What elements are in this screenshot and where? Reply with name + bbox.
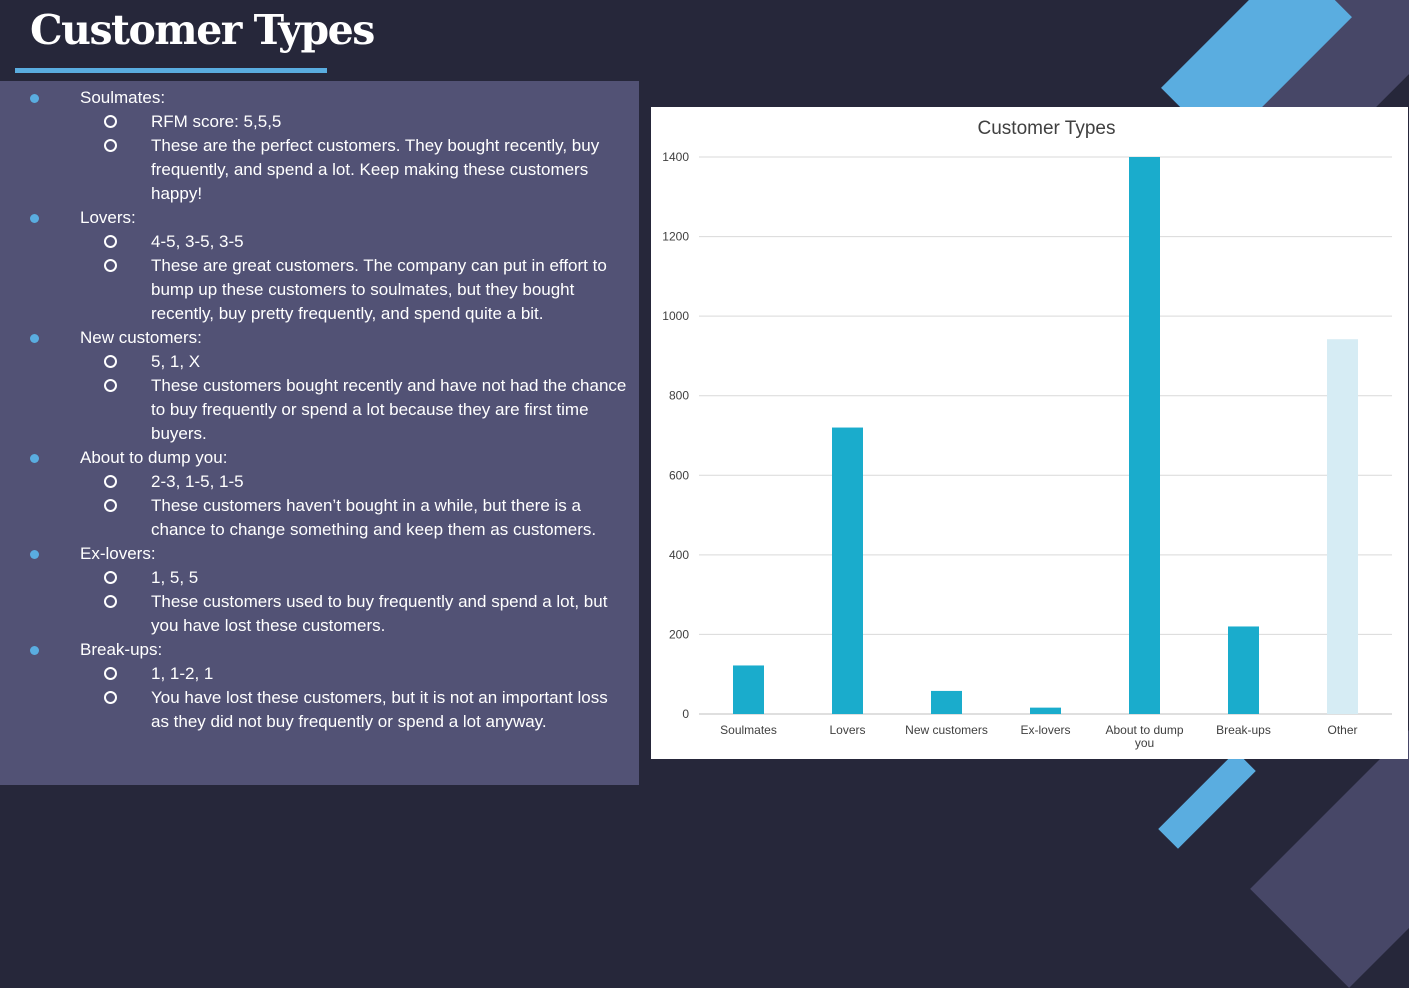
detail-item: 2-3, 1-5, 1-5 [104,470,629,494]
y-tick-label: 200 [669,627,689,641]
customer-type-item: New customers: 5, 1, X These customers bou… [0,326,639,446]
x-category-label: Ex-lovers [1020,723,1070,737]
decorative-band-bottom-blue [1158,751,1256,849]
detail-item: 4-5, 3-5, 3-5 [104,230,629,254]
customer-type-item: Lovers: 4-5, 3-5, 3-5 These are great cust… [0,206,639,326]
detail-description: These are great customers. The company c… [151,256,607,323]
customer-type-list: Soulmates: RFM score: 5,5,5 These are the … [0,86,639,734]
ring-bullet-icon [104,235,117,248]
bullet-dot-icon [30,646,39,655]
customer-type-details: 1, 5, 5 These customers used to buy frequ… [0,566,639,638]
ring-bullet-icon [104,667,117,680]
rfm-score-text: 1, 5, 5 [151,568,199,587]
detail-description: These customers haven’t bought in a whil… [151,496,597,539]
bullet-dot-icon [30,94,39,103]
customer-type-details: 5, 1, X These customers bought recently a… [0,350,639,446]
rfm-score-text: 2-3, 1-5, 1-5 [151,472,244,491]
bar [1129,157,1160,714]
detail-item: RFM score: 5,5,5 [104,110,629,134]
bar [733,665,764,714]
customer-type-name: Break-ups: [80,640,163,659]
x-category-label: About to dump [1105,723,1183,737]
bullet-dot-icon [30,550,39,559]
y-tick-label: 1400 [662,150,689,164]
customer-type-item: Break-ups: 1, 1-2, 1 You have lost these c… [0,638,639,734]
title-underline [15,68,327,73]
bar [1327,339,1358,714]
x-category-label: Break-ups [1216,723,1271,737]
customer-type-details: 1, 1-2, 1 You have lost these customers, … [0,662,639,734]
ring-bullet-icon [104,139,117,152]
detail-item: 5, 1, X [104,350,629,374]
customer-type-item: About to dump you: 2-3, 1-5, 1-5 These cus… [0,446,639,542]
y-tick-label: 800 [669,389,689,403]
y-tick-label: 400 [669,548,689,562]
ring-bullet-icon [104,475,117,488]
customer-type-item: Soulmates: RFM score: 5,5,5 These are the … [0,86,639,206]
customer-types-panel: Soulmates: RFM score: 5,5,5 These are the … [0,81,639,785]
customer-type-name: Lovers: [80,208,136,227]
ring-bullet-icon [104,115,117,128]
detail-item: These are great customers. The company c… [104,254,629,326]
ring-bullet-icon [104,499,117,512]
y-tick-label: 600 [669,468,689,482]
bar [832,427,863,714]
customer-types-chart: Customer Types 0 200 400 600 800 1000 1200 1400 S… [662,118,1392,750]
detail-description: These customers used to buy frequently a… [151,592,608,635]
bullet-dot-icon [30,334,39,343]
y-tick-label: 0 [682,707,689,721]
rfm-score-text: RFM score: 5,5,5 [151,112,282,131]
bar [1030,707,1061,714]
ring-bullet-icon [104,259,117,272]
customer-type-item: Ex-lovers: 1, 5, 5 These customers used to… [0,542,639,638]
detail-item: These customers haven’t bought in a whil… [104,494,629,542]
detail-item: 1, 5, 5 [104,566,629,590]
detail-item: 1, 1-2, 1 [104,662,629,686]
customer-type-name: Soulmates: [80,88,166,107]
rfm-score-text: 1, 1-2, 1 [151,664,214,683]
customer-type-details: 4-5, 3-5, 3-5 These are great customers. … [0,230,639,326]
ring-bullet-icon [104,379,117,392]
rfm-score-text: 4-5, 3-5, 3-5 [151,232,244,251]
x-category-label: Lovers [829,723,865,737]
rfm-score-text: 5, 1, X [151,352,201,371]
detail-item: These customers bought recently and have… [104,374,629,446]
detail-item: You have lost these customers, but it is… [104,686,629,734]
chart-panel: Customer Types 0 200 400 600 800 1000 1200 1400 S… [651,107,1408,759]
y-tick-label: 1200 [662,230,689,244]
ring-bullet-icon [104,355,117,368]
detail-description: These are the perfect customers. They bo… [151,136,600,203]
customer-type-details: 2-3, 1-5, 1-5 These customers haven’t bou… [0,470,639,542]
customer-type-details: RFM score: 5,5,5 These are the perfect cu… [0,110,639,206]
bullet-dot-icon [30,454,39,463]
customer-type-name: Ex-lovers: [80,544,156,563]
detail-item: These customers used to buy frequently a… [104,590,629,638]
x-category-label: you [1135,736,1154,750]
y-tick-label: 1000 [662,309,689,323]
x-category-label: Soulmates [720,723,777,737]
x-category-label: New customers [905,723,988,737]
ring-bullet-icon [104,595,117,608]
ring-bullet-icon [104,571,117,584]
detail-item: These are the perfect customers. They bo… [104,134,629,206]
detail-description: These customers bought recently and have… [151,376,627,443]
chart-title: Customer Types [978,118,1116,139]
ring-bullet-icon [104,691,117,704]
x-category-label: Other [1327,723,1357,737]
bullet-dot-icon [30,214,39,223]
bar [1228,626,1259,714]
customer-type-name: New customers: [80,328,202,347]
detail-description: You have lost these customers, but it is… [151,688,608,731]
customer-type-name: About to dump you: [80,448,228,467]
slide-title: Customer Types [30,6,375,54]
bar [931,690,962,714]
